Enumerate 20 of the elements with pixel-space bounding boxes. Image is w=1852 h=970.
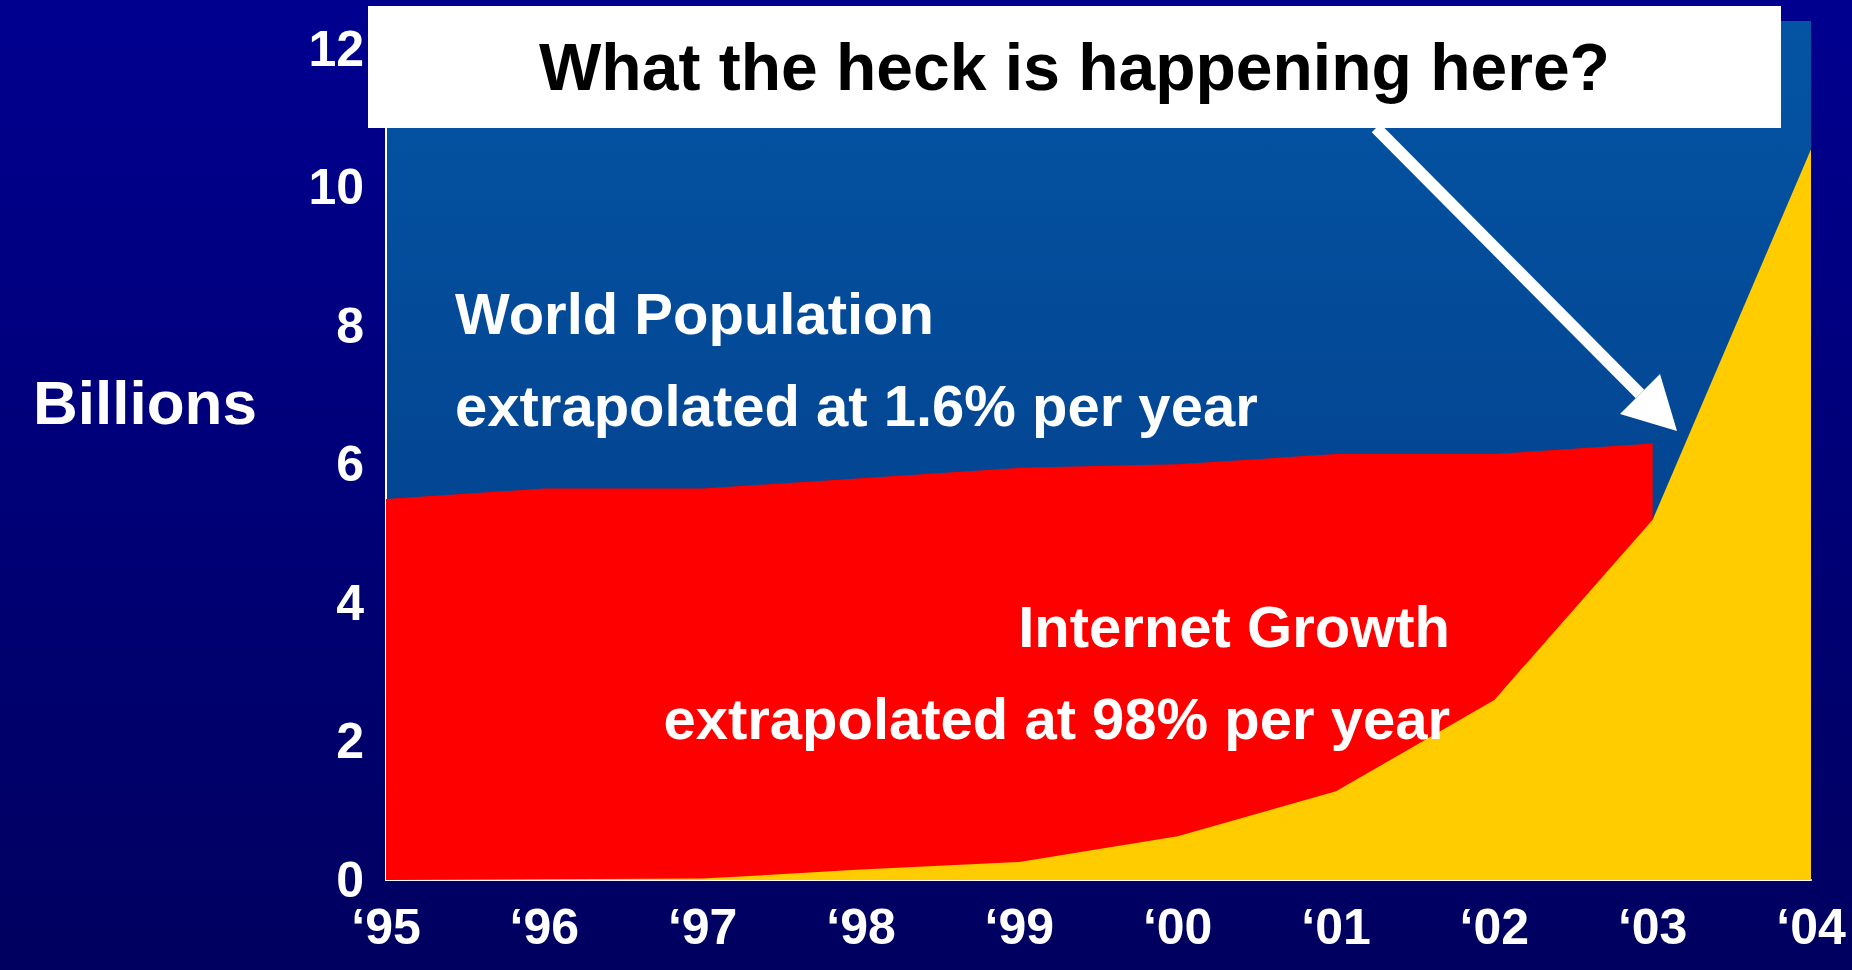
x-tick-label: ‘04 [1776, 899, 1846, 955]
annotation: extrapolated at 1.6% per year [455, 372, 1258, 438]
x-tick-label: ‘00 [1142, 899, 1213, 955]
annotation: extrapolated at 98% per year [663, 685, 1450, 751]
x-tick-label: ‘03 [1617, 899, 1688, 955]
x-tick-label: ‘02 [1459, 899, 1530, 955]
x-tick-label: ‘01 [1301, 899, 1371, 955]
x-tick-label: ‘97 [667, 899, 738, 955]
y-tick-label: 12 [308, 20, 364, 77]
x-tick-label: ‘99 [984, 899, 1055, 955]
x-tick-label: ‘98 [826, 899, 896, 955]
x-tick-label: ‘96 [509, 899, 580, 955]
text: World Population [455, 280, 934, 346]
y-axis-title: Billions [33, 367, 257, 437]
y-tick-label: 8 [336, 297, 364, 354]
y-tick-label: 2 [336, 713, 364, 770]
y-tick-label: 10 [308, 159, 364, 216]
series-label: Internet Growth [1018, 593, 1450, 659]
y-tick-label: 6 [336, 436, 364, 493]
y-tick-label: 4 [336, 574, 365, 631]
